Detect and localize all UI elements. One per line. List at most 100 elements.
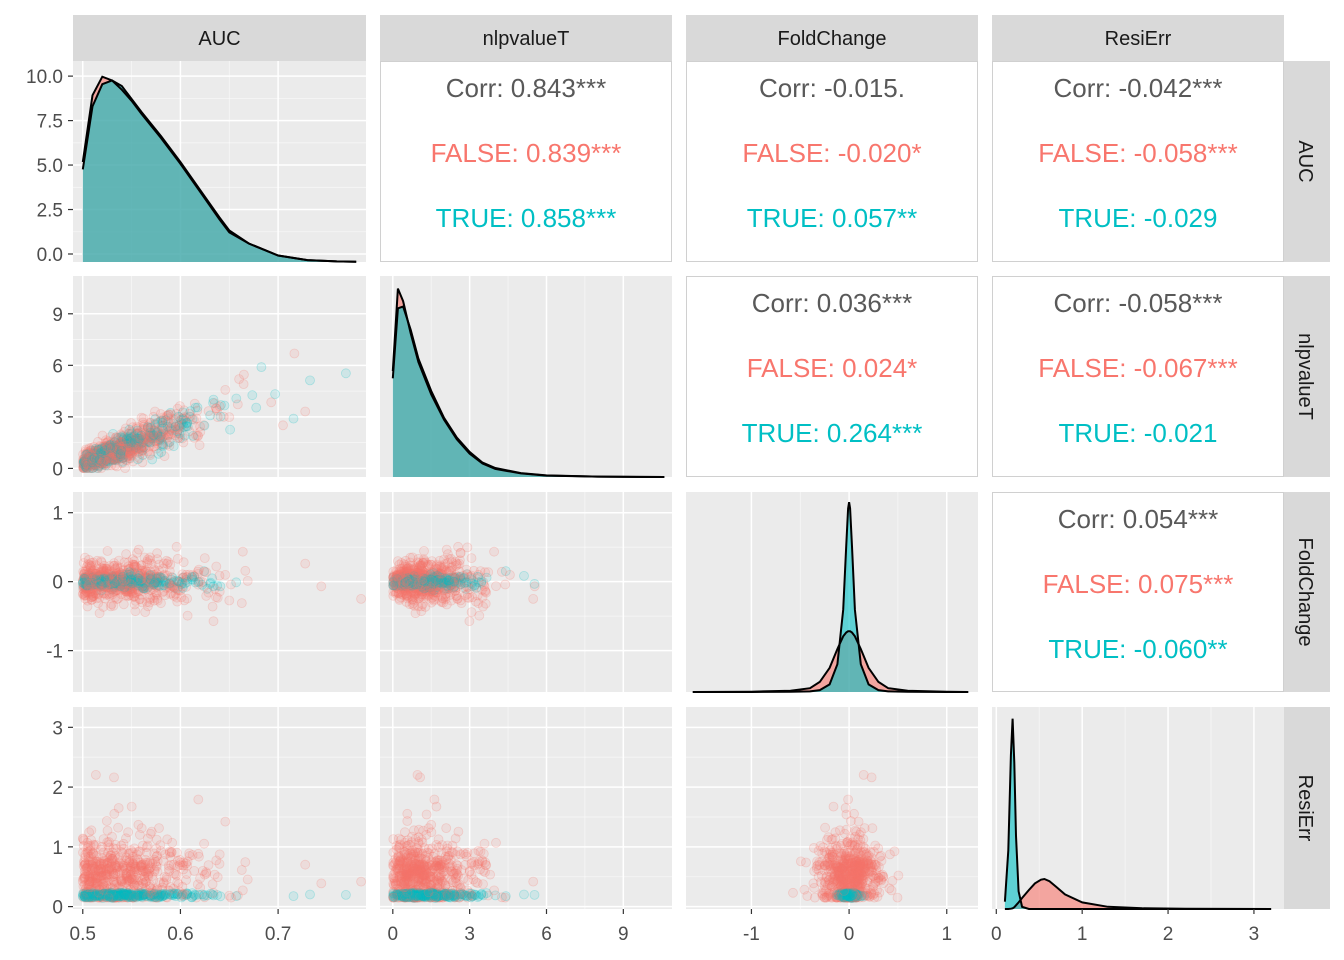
point-false <box>419 546 429 556</box>
point-false <box>266 397 277 408</box>
point-false <box>451 859 462 870</box>
point-false <box>402 563 413 574</box>
point-false <box>136 412 147 423</box>
corr-overall: Corr: -0.058*** <box>1053 288 1222 318</box>
point-false <box>240 565 251 576</box>
point-false <box>97 456 107 467</box>
point-true <box>173 576 184 587</box>
point-false <box>388 857 399 868</box>
point-false <box>232 399 243 410</box>
corr-overall: Corr: 0.843*** <box>446 73 606 103</box>
point-false <box>203 860 214 870</box>
point-false <box>126 801 137 812</box>
point-true <box>529 890 540 900</box>
corr-false: FALSE: -0.058*** <box>1038 138 1237 168</box>
point-false <box>144 437 155 448</box>
point-true <box>158 439 168 450</box>
point-false <box>134 865 145 876</box>
point-false <box>155 430 166 441</box>
point-false <box>461 851 472 862</box>
point-false <box>208 616 219 627</box>
point-false <box>101 816 112 826</box>
strip-top-AUC <box>73 15 366 61</box>
point-false <box>154 823 164 833</box>
point-true <box>519 571 529 581</box>
point-false <box>137 597 148 608</box>
point-true <box>148 579 159 590</box>
point-false <box>478 601 488 612</box>
point-false <box>90 450 101 460</box>
point-true <box>184 411 195 422</box>
point-false <box>113 803 124 813</box>
point-false <box>242 576 253 586</box>
point-false <box>102 565 112 576</box>
point-false <box>79 880 90 890</box>
point-false <box>119 439 130 450</box>
point-false <box>446 553 456 564</box>
point-false <box>179 405 190 416</box>
point-false <box>236 598 247 608</box>
point-true <box>90 450 101 461</box>
point-true <box>92 454 103 465</box>
point-false <box>104 445 114 456</box>
point-false <box>101 441 112 451</box>
point-false <box>278 420 288 431</box>
point-true <box>124 453 135 464</box>
point-true <box>110 450 120 461</box>
point-true <box>225 424 236 435</box>
point-true <box>94 448 104 459</box>
point-false <box>151 843 162 854</box>
point-true <box>170 421 181 432</box>
point-false <box>224 595 235 606</box>
point-false <box>184 426 195 437</box>
point-false <box>96 458 107 469</box>
point-false <box>240 857 251 867</box>
point-false <box>83 555 94 565</box>
point-false <box>145 828 156 839</box>
point-false <box>116 874 126 885</box>
point-false <box>91 867 101 878</box>
point-false <box>102 440 113 451</box>
point-false <box>145 450 156 461</box>
point-false <box>212 405 222 416</box>
point-false <box>102 441 113 452</box>
corr-false: FALSE: -0.020* <box>742 138 921 168</box>
grid-1-0 <box>73 276 366 477</box>
point-false <box>211 592 221 603</box>
point-false <box>437 583 448 593</box>
point-false <box>226 579 236 590</box>
point-false <box>426 819 437 830</box>
corr-false: FALSE: 0.075*** <box>1043 569 1234 599</box>
point-false <box>109 442 120 452</box>
point-false <box>300 859 311 870</box>
strip-top-FoldChange <box>686 15 978 61</box>
point-false <box>410 864 421 875</box>
point-false <box>209 584 220 594</box>
point-true <box>173 411 184 422</box>
corr-overall: Corr: 0.036*** <box>752 288 912 318</box>
point-false <box>220 570 231 580</box>
strip-right-label: nlpvalueT <box>1294 333 1316 420</box>
point-false <box>178 437 189 448</box>
point-false <box>289 348 300 359</box>
point-false <box>119 557 130 568</box>
point-false <box>132 428 143 438</box>
point-false <box>316 581 327 592</box>
point-false <box>193 851 204 862</box>
point-false <box>491 581 501 592</box>
point-false <box>489 546 500 557</box>
point-true <box>108 443 119 454</box>
point-false <box>300 558 311 569</box>
point-false <box>100 459 110 470</box>
corr-true: TRUE: -0.060** <box>1048 634 1227 664</box>
point-true <box>165 424 176 434</box>
point-false <box>397 855 408 866</box>
point-false <box>83 448 93 459</box>
point-false <box>108 443 119 454</box>
point-false <box>116 840 127 851</box>
point-false <box>118 447 129 458</box>
point-true <box>472 892 483 903</box>
point-true <box>118 449 128 460</box>
point-false <box>139 552 150 563</box>
point-true <box>419 576 430 587</box>
